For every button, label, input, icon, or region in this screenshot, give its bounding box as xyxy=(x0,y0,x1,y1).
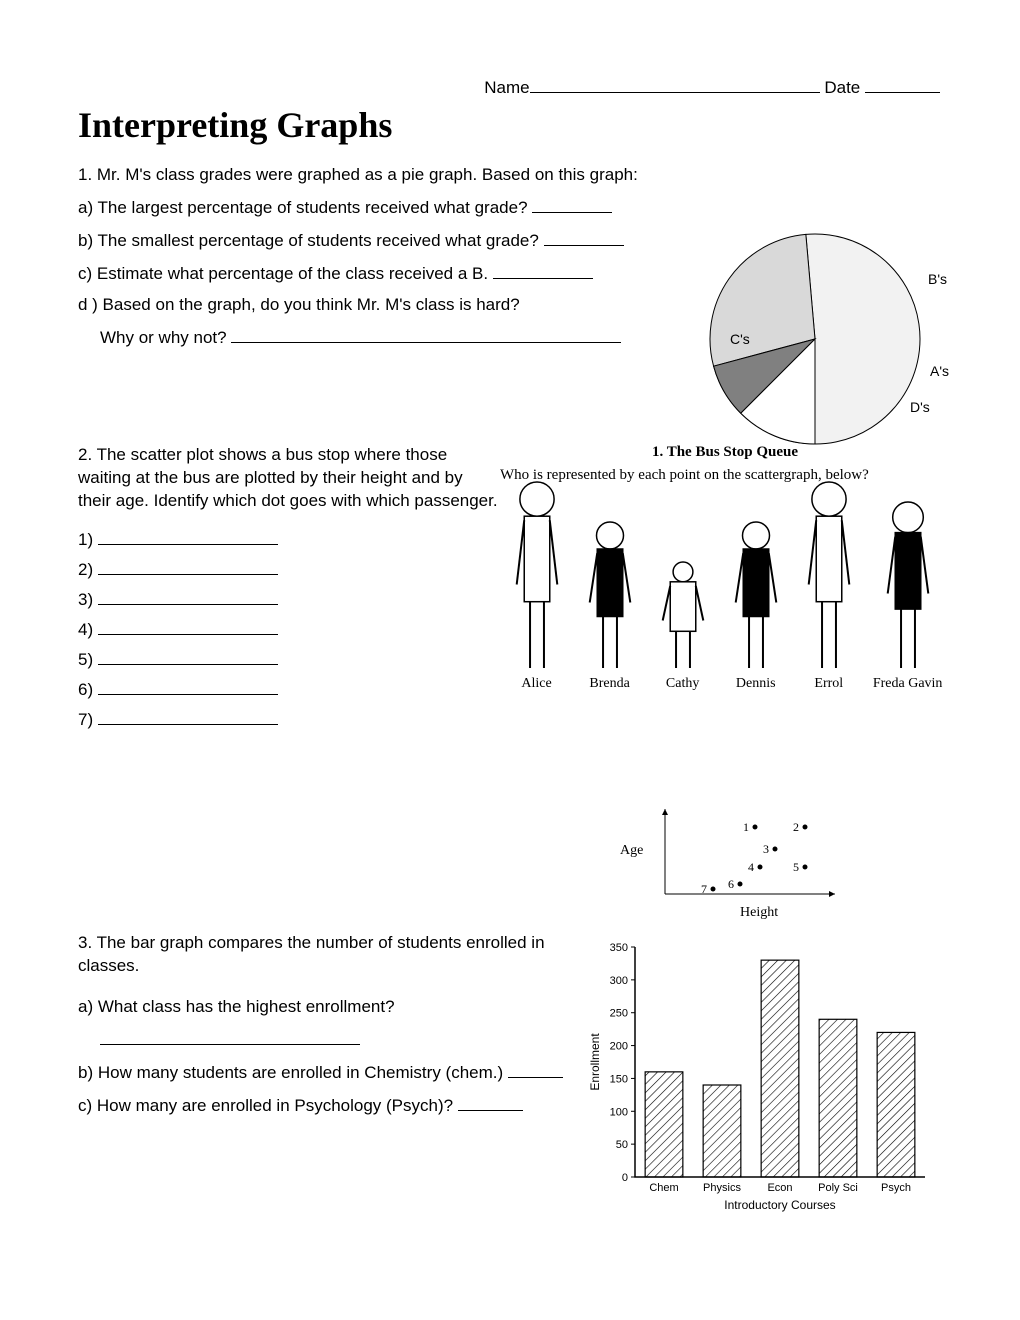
person-figure: Dennis xyxy=(727,520,785,692)
person-name: Freda Gavin xyxy=(873,676,943,692)
svg-text:50: 50 xyxy=(616,1139,628,1151)
svg-text:150: 150 xyxy=(610,1073,628,1085)
person-figure: Freda Gavin xyxy=(873,500,943,692)
person-name: Errol xyxy=(814,676,843,692)
q1-b: b) The smallest percentage of students r… xyxy=(78,231,539,250)
svg-text:100: 100 xyxy=(610,1106,628,1118)
q3-intro: 3. The bar graph compares the number of … xyxy=(78,932,598,978)
q1-d2: Why or why not? xyxy=(100,328,227,347)
person-figure: Alice xyxy=(508,480,566,692)
svg-text:4: 4 xyxy=(748,860,754,874)
svg-text:Chem: Chem xyxy=(649,1182,678,1194)
q1-a: a) The largest percentage of students re… xyxy=(78,198,528,217)
svg-text:Introductory Courses: Introductory Courses xyxy=(724,1198,835,1212)
answer-blank[interactable]: 7) xyxy=(78,707,498,730)
svg-text:6: 6 xyxy=(728,877,734,891)
answer-blank[interactable]: 2) xyxy=(78,557,498,580)
svg-text:Psych: Psych xyxy=(881,1182,911,1194)
svg-text:B's: B's xyxy=(928,271,947,287)
person-name: Alice xyxy=(521,676,551,692)
svg-text:A's: A's xyxy=(930,363,949,379)
answer-blank[interactable]: 4) xyxy=(78,617,498,640)
bus-fig-sub: Who is represented by each point on the … xyxy=(500,467,950,484)
svg-text:5: 5 xyxy=(793,860,799,874)
bus-fig-title: 1. The Bus Stop Queue xyxy=(500,444,950,461)
q1-intro: 1. Mr. M's class grades were graphed as … xyxy=(78,164,698,187)
header-line: Name Date xyxy=(78,78,950,98)
pie-chart: C's B's A's D's xyxy=(700,224,960,454)
svg-text:0: 0 xyxy=(622,1172,628,1184)
svg-text:Econ: Econ xyxy=(767,1182,792,1194)
q2-answer-list: 1) 2) 3) 4) 5) 6) 7) xyxy=(78,527,498,730)
answer-blank[interactable]: 3) xyxy=(78,587,498,610)
q3-c: c) How many are enrolled in Psychology (… xyxy=(78,1096,453,1115)
q2-intro: 2. The scatter plot shows a bus stop whe… xyxy=(78,444,498,513)
bar-chart: 0 50 100 150 200 250 300 350 Enrollment Chem Physi… xyxy=(585,932,935,1227)
q3-a: a) What class has the highest enrollment… xyxy=(78,996,598,1019)
date-label: Date xyxy=(824,78,860,97)
answer-blank[interactable]: 6) xyxy=(78,677,498,700)
svg-text:Age: Age xyxy=(620,843,643,858)
q3-b: b) How many students are enrolled in Che… xyxy=(78,1063,503,1082)
person-name: Dennis xyxy=(736,676,776,692)
svg-text:Poly Sci: Poly Sci xyxy=(818,1182,858,1194)
svg-text:300: 300 xyxy=(610,975,628,987)
svg-text:250: 250 xyxy=(610,1008,628,1020)
svg-text:Physics: Physics xyxy=(703,1182,741,1194)
svg-text:C's: C's xyxy=(730,331,750,347)
answer-blank[interactable]: 5) xyxy=(78,647,498,670)
bus-stop-figure: 1. The Bus Stop Queue Who is represented… xyxy=(500,444,950,692)
scatter-plot: Age Height 1 2 34 5 6 7 xyxy=(610,799,870,934)
person-name: Brenda xyxy=(589,676,629,692)
svg-text:7: 7 xyxy=(701,882,707,896)
svg-text:350: 350 xyxy=(610,942,628,954)
svg-text:1: 1 xyxy=(743,820,749,834)
svg-text:200: 200 xyxy=(610,1041,628,1053)
person-figure: Errol xyxy=(800,480,858,692)
svg-text:D's: D's xyxy=(910,399,930,415)
svg-text:Height: Height xyxy=(740,905,778,920)
svg-text:2: 2 xyxy=(793,820,799,834)
q1-c: c) Estimate what percentage of the class… xyxy=(78,264,488,283)
svg-text:3: 3 xyxy=(763,842,769,856)
person-name: Cathy xyxy=(666,676,699,692)
q1-d: d ) Based on the graph, do you think Mr.… xyxy=(78,294,698,317)
person-figure: Cathy xyxy=(654,560,712,692)
name-label: Name xyxy=(484,78,529,97)
page-title: Interpreting Graphs xyxy=(78,104,950,146)
svg-text:Enrollment: Enrollment xyxy=(588,1033,602,1091)
person-figure: Brenda xyxy=(581,520,639,692)
answer-blank[interactable]: 1) xyxy=(78,527,498,550)
